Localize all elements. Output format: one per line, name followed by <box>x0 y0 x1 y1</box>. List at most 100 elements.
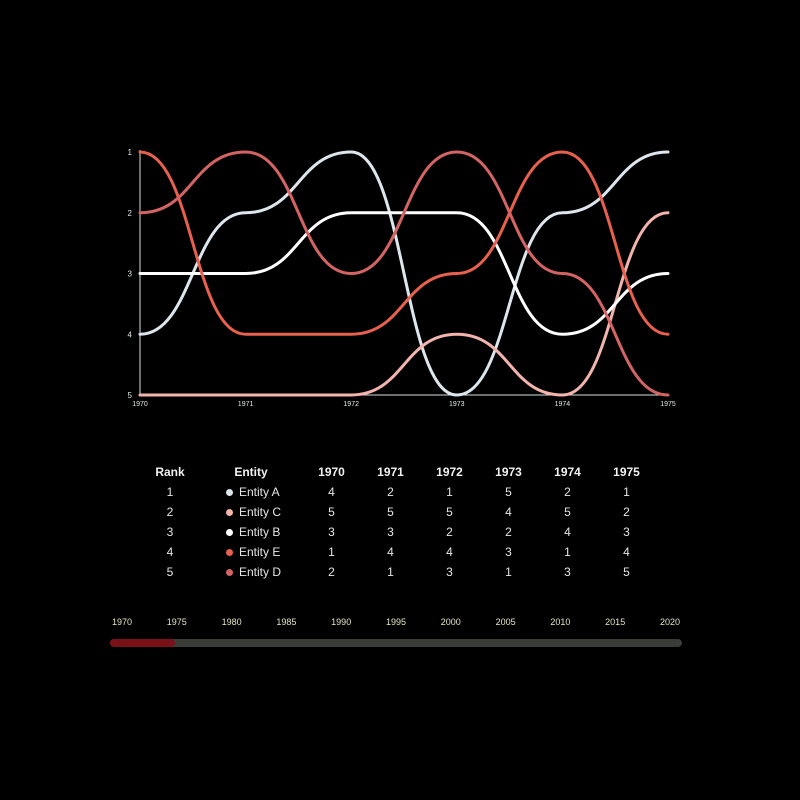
timeline-track[interactable] <box>110 639 682 647</box>
series-line-entity-c <box>138 211 670 397</box>
series-line-entity-a <box>138 150 670 397</box>
rank-value-cell: 4 <box>387 545 394 559</box>
entity-name: Entity A <box>239 485 280 499</box>
timeline-selected-range[interactable] <box>110 639 175 647</box>
legend-dot-icon <box>226 489 233 496</box>
timeline-year-label[interactable]: 2015 <box>605 617 626 627</box>
rank-cell: 2 <box>166 505 174 519</box>
entity-name: Entity C <box>239 505 282 519</box>
table-row: 3 Entity B 3 3 2 2 4 3 <box>140 522 656 542</box>
rank-value-cell: 5 <box>505 485 512 499</box>
year-timeline-slider[interactable]: 1970 1975 1980 1985 1990 1995 2000 2005 2010 2015… <box>110 617 682 657</box>
table-row: 2 Entity C 5 5 5 4 5 2 <box>140 502 656 522</box>
rank-value-cell: 2 <box>623 505 630 519</box>
column-header: 1973 <box>495 465 522 479</box>
y-tick-label: 1 <box>128 148 133 157</box>
rank-value-cell: 5 <box>623 565 630 579</box>
table-row: 1 Entity A 4 2 1 5 2 1 <box>140 482 656 502</box>
rank-value-cell: 3 <box>623 525 630 539</box>
rank-value-cell: 4 <box>564 525 571 539</box>
rank-value-cell: 2 <box>505 525 512 539</box>
legend-dot-icon <box>226 529 233 536</box>
rank-value-cell: 5 <box>387 505 394 519</box>
series-line-entity-e <box>138 150 670 336</box>
series-lines <box>138 150 670 397</box>
rank-value-cell: 1 <box>564 545 571 559</box>
y-tick-label: 3 <box>128 270 133 279</box>
table-row: 4 Entity E 1 4 4 3 1 4 <box>140 542 656 562</box>
rank-value-cell: 3 <box>446 565 453 579</box>
timeline-year-label[interactable]: 1985 <box>276 617 297 627</box>
ranking-table: Rank Entity 1970 1971 1972 1973 1974 1975 1 Enti… <box>140 462 656 582</box>
rank-value-cell: 2 <box>328 565 335 579</box>
rank-cell: 5 <box>166 565 174 579</box>
timeline-year-label[interactable]: 2005 <box>495 617 516 627</box>
x-tick-label: 1975 <box>660 401 676 408</box>
rank-value-cell: 2 <box>387 485 394 499</box>
rank-value-cell: 5 <box>328 505 335 519</box>
legend-dot-icon <box>226 569 233 576</box>
entity-cell: Entity D <box>200 562 302 582</box>
series-line-entity-d <box>138 150 670 397</box>
x-tick-label: 1974 <box>555 401 571 408</box>
timeline-year-label[interactable]: 1975 <box>166 617 187 627</box>
rank-value-cell: 1 <box>328 545 335 559</box>
timeline-year-label[interactable]: 2000 <box>440 617 461 627</box>
legend-dot-icon <box>226 509 233 516</box>
entity-cell: Entity C <box>200 502 302 522</box>
rank-value-cell: 2 <box>446 525 453 539</box>
rank-value-cell: 1 <box>505 565 512 579</box>
y-tick-label: 2 <box>128 209 133 218</box>
y-axis-ticks: 1 2 3 4 5 <box>128 148 133 400</box>
timeline-year-label[interactable]: 1990 <box>331 617 352 627</box>
rank-value-cell: 5 <box>446 505 453 519</box>
rank-value-cell: 2 <box>564 485 571 499</box>
entity-name: Entity E <box>239 545 281 559</box>
entity-cell: Entity A <box>200 482 302 502</box>
series-line-entity-b <box>138 211 670 336</box>
bump-chart: 1970 1971 1972 1973 1974 1975 1 2 3 4 5 <box>128 148 676 408</box>
y-tick-label: 5 <box>128 391 133 400</box>
column-header: 1972 <box>436 465 463 479</box>
x-tick-label: 1972 <box>343 401 359 408</box>
column-header: 1975 <box>613 465 640 479</box>
x-tick-label: 1970 <box>132 401 148 408</box>
y-tick-label: 4 <box>128 330 133 339</box>
table-header-row: Rank Entity 1970 1971 1972 1973 1974 1975 <box>140 462 656 482</box>
entity-cell: Entity B <box>200 522 302 542</box>
rank-value-cell: 1 <box>446 485 453 499</box>
timeline-year-label[interactable]: 2010 <box>550 617 571 627</box>
column-header: 1974 <box>554 465 581 479</box>
timeline-year-label[interactable]: 1980 <box>221 617 242 627</box>
timeline-year-label[interactable]: 2020 <box>659 617 681 627</box>
rank-cell: 1 <box>166 485 174 499</box>
column-header: 1971 <box>377 465 404 479</box>
legend-dot-icon <box>226 549 233 556</box>
timeline-year-label[interactable]: 1995 <box>385 617 407 627</box>
rank-value-cell: 1 <box>623 485 630 499</box>
entity-cell: Entity E <box>200 542 302 562</box>
rank-value-cell: 3 <box>328 525 335 539</box>
rank-cell: 3 <box>166 525 174 539</box>
rank-value-cell: 4 <box>505 505 512 519</box>
rank-value-cell: 4 <box>446 545 453 559</box>
rank-value-cell: 4 <box>328 485 335 499</box>
x-tick-label: 1971 <box>238 401 254 408</box>
rank-value-cell: 4 <box>623 545 630 559</box>
rank-value-cell: 5 <box>564 505 571 519</box>
x-tick-label: 1973 <box>449 401 465 408</box>
table-row: 5 Entity D 2 1 3 1 3 5 <box>140 562 656 582</box>
rank-value-cell: 3 <box>505 545 512 559</box>
column-header: 1970 <box>318 465 345 479</box>
rank-value-cell: 3 <box>387 525 394 539</box>
timeline-year-label[interactable]: 1970 <box>111 617 133 627</box>
rank-value-cell: 3 <box>564 565 571 579</box>
column-header: Rank <box>155 465 185 479</box>
x-axis-ticks: 1970 1971 1972 1973 1974 1975 <box>132 401 676 408</box>
rank-cell: 4 <box>166 545 174 559</box>
entity-name: Entity D <box>239 565 282 579</box>
column-header: Entity <box>234 465 268 479</box>
timeline-labels: 1970 1975 1980 1985 1990 1995 2000 2005 2010 2015… <box>110 617 682 631</box>
rank-value-cell: 1 <box>387 565 394 579</box>
